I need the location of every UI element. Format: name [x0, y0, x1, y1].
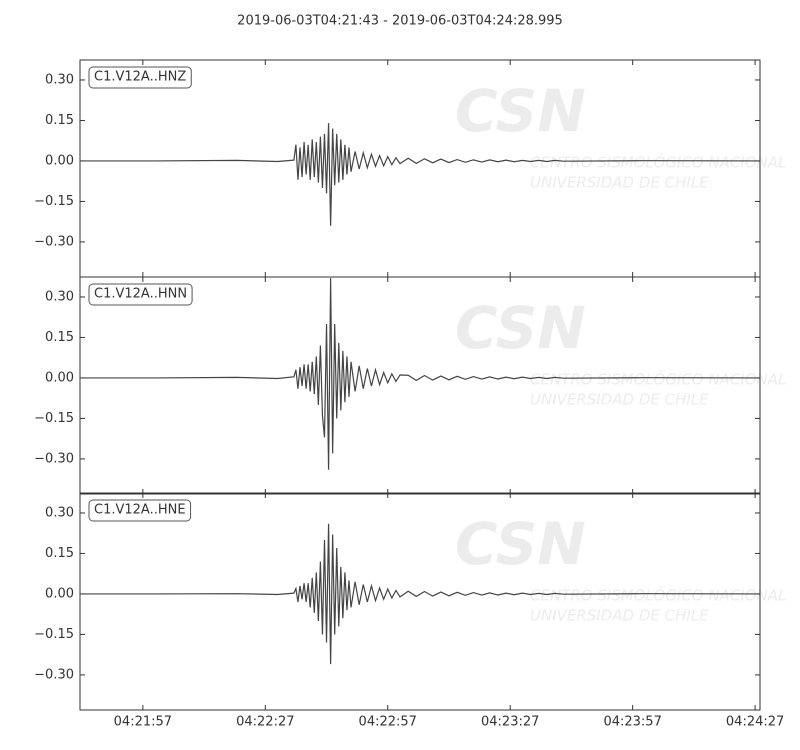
- trace: [81, 278, 760, 470]
- legend-label: C1.V12A..HNN: [94, 287, 187, 302]
- x-tick-label: 04:21:57: [114, 715, 172, 730]
- legend-box: [88, 66, 192, 89]
- x-tick-label: 04:22:27: [236, 715, 294, 730]
- y-tick-label: 0.00: [45, 153, 74, 168]
- y-tick-label: 0.00: [45, 370, 74, 385]
- panel-frame: [79, 276, 761, 495]
- trace: [81, 123, 760, 226]
- y-tick-label: −0.15: [34, 194, 74, 209]
- watermark-text: UNIVERSIDAD DE CHILE: [530, 607, 709, 625]
- y-tick-label: −0.30: [34, 451, 74, 466]
- x-tick-label: 04:22:57: [359, 715, 417, 730]
- x-tick-label: 04:23:57: [603, 715, 661, 730]
- watermark-logo: CSN: [455, 510, 586, 578]
- y-tick-label: 0.30: [45, 72, 74, 87]
- legend-box: [88, 283, 193, 306]
- watermark-text: UNIVERSIDAD DE CHILE: [530, 174, 709, 192]
- y-tick-label: −0.15: [34, 411, 74, 426]
- watermark-text: UNIVERSIDAD DE CHILE: [530, 391, 709, 409]
- y-tick-label: 0.15: [45, 330, 74, 345]
- y-tick-label: −0.30: [34, 667, 74, 682]
- legend-label: C1.V12A..HNZ: [94, 70, 186, 85]
- x-tick-label: 04:24:27: [726, 715, 784, 730]
- legend-label: C1.V12A..HNE: [94, 503, 186, 518]
- legend-box: [88, 499, 192, 522]
- panel-frame: [79, 492, 761, 711]
- y-tick-label: −0.15: [34, 627, 74, 642]
- y-tick-label: 0.30: [45, 505, 74, 520]
- chart-title: 2019-06-03T04:21:43 - 2019-06-03T04:24:2…: [237, 14, 563, 29]
- y-tick-label: 0.15: [45, 113, 74, 128]
- watermark-text: CENTRO SISMOLÓGICO NACIONAL: [530, 153, 786, 172]
- watermark-logo: CSN: [455, 77, 586, 145]
- watermark-text: CENTRO SISMOLÓGICO NACIONAL: [530, 370, 786, 389]
- y-tick-label: 0.30: [45, 289, 74, 304]
- y-tick-label: 0.15: [45, 546, 74, 561]
- y-tick-label: −0.30: [34, 234, 74, 249]
- trace: [81, 523, 760, 665]
- watermark-text: CENTRO SISMOLÓGICO NACIONAL: [530, 586, 786, 605]
- x-tick-label: 04:23:27: [481, 715, 539, 730]
- y-tick-label: 0.00: [45, 586, 74, 601]
- watermark-logo: CSN: [455, 294, 586, 362]
